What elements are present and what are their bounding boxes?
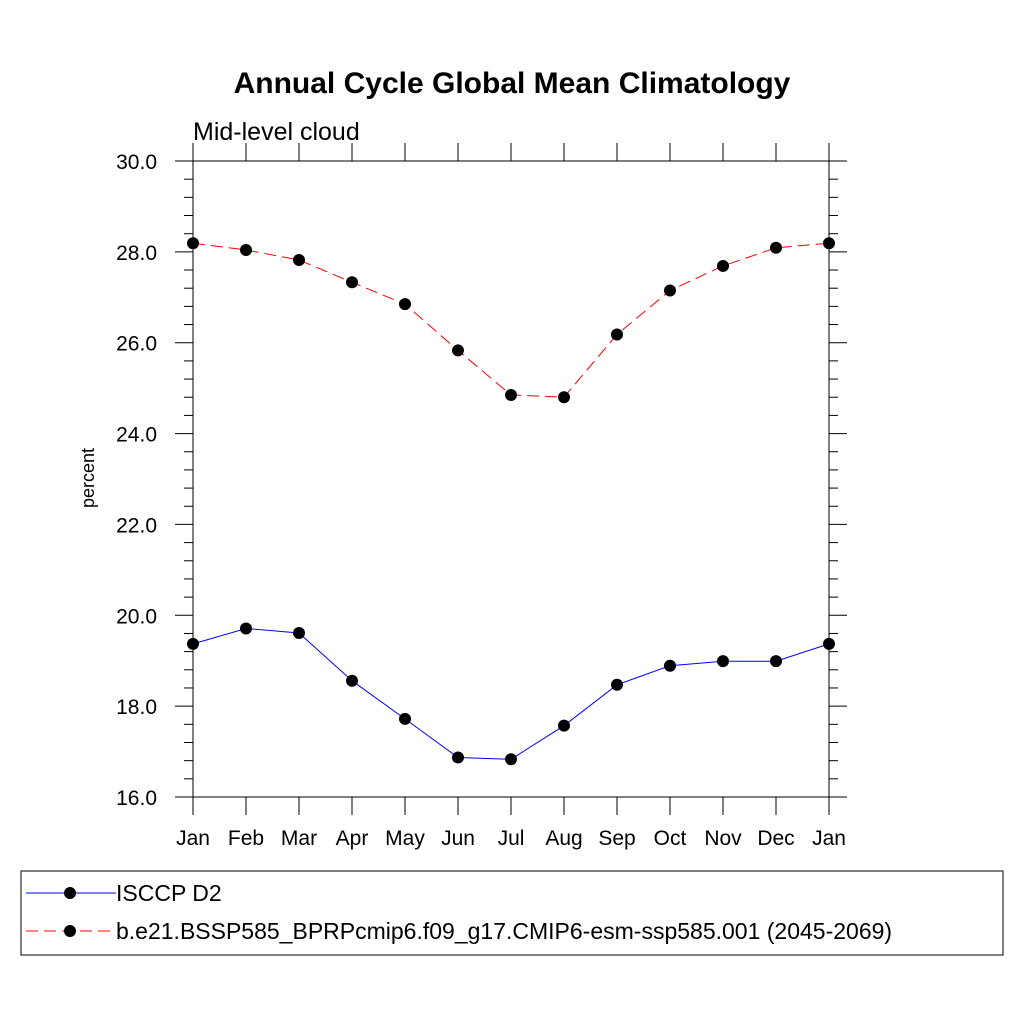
x-tick-label: Feb [228, 827, 264, 850]
data-point [187, 237, 199, 250]
legend-label-model: b.e21.BSSP585_BPRPcmip6.f09_g17.CMIP6-es… [116, 918, 892, 944]
data-point [399, 712, 411, 725]
data-point [770, 241, 782, 254]
plot-frame [192, 160, 830, 798]
data-point [823, 637, 835, 650]
legend-label-isccp: ISCCP D2 [116, 880, 222, 906]
series-line-1 [192, 242, 830, 398]
data-point [611, 328, 623, 341]
legend-box [20, 870, 1004, 956]
data-point [346, 276, 358, 289]
x-tick-label: Nov [704, 827, 742, 850]
data-point [505, 753, 517, 766]
data-point [717, 259, 729, 272]
data-point [399, 298, 411, 311]
axis-ticks [175, 143, 847, 815]
y-tick-label: 20.0 [116, 605, 157, 628]
y-tick-label: 18.0 [116, 696, 157, 719]
y-tick-label: 26.0 [116, 333, 157, 356]
data-point [187, 637, 199, 650]
legend-marker-isccp [64, 887, 76, 899]
x-tick-label: Jul [498, 827, 525, 850]
data-point [240, 244, 252, 257]
y-tick-label: 16.0 [116, 787, 157, 810]
x-tick-label: Oct [654, 827, 687, 850]
y-tick-label: 22.0 [116, 514, 157, 537]
y-tick-label: 24.0 [116, 424, 157, 447]
x-tick-label: Sep [598, 827, 635, 850]
data-point [452, 751, 464, 764]
x-tick-label: Jan [812, 827, 846, 850]
data-point [717, 655, 729, 668]
series-layer [187, 237, 835, 766]
data-point [346, 674, 358, 687]
x-tick-labels: Jan Feb Mar Apr May Jun Jul Aug Sep Oct Nov Dec Jan [176, 827, 846, 850]
x-tick-label: Aug [545, 827, 582, 850]
x-tick-label: Jun [441, 827, 475, 850]
data-point [240, 622, 252, 635]
legend-entry-model: b.e21.BSSP585_BPRPcmip6.f09_g17.CMIP6-es… [26, 918, 892, 944]
data-point [558, 391, 570, 404]
chart-title: Annual Cycle Global Mean Climatology [234, 67, 791, 100]
data-point [770, 655, 782, 668]
data-point [558, 719, 570, 732]
data-point [664, 284, 676, 297]
chart-subtitle: Mid-level cloud [193, 118, 360, 146]
data-point [823, 237, 835, 250]
x-tick-label: Dec [757, 827, 794, 850]
data-point [505, 388, 517, 401]
y-axis-label: percent [78, 448, 98, 508]
legend-marker-model [64, 925, 76, 937]
x-tick-label: Mar [281, 827, 317, 850]
data-point [293, 254, 305, 267]
plot-frame-group [192, 160, 830, 798]
x-tick-label: May [385, 827, 425, 850]
y-tick-label: 30.0 [116, 151, 157, 174]
series-line-0 [192, 627, 830, 760]
data-point [664, 659, 676, 672]
y-tick-labels: 16.0 18.0 20.0 22.0 24.0 26.0 28.0 30.0 [116, 151, 157, 810]
data-point [611, 678, 623, 691]
x-tick-label: Jan [176, 827, 210, 850]
x-tick-label: Apr [336, 827, 369, 850]
data-point [293, 627, 305, 640]
y-tick-label: 28.0 [116, 242, 157, 265]
legend-entry-isccp: ISCCP D2 [26, 880, 222, 906]
data-point [452, 344, 464, 357]
